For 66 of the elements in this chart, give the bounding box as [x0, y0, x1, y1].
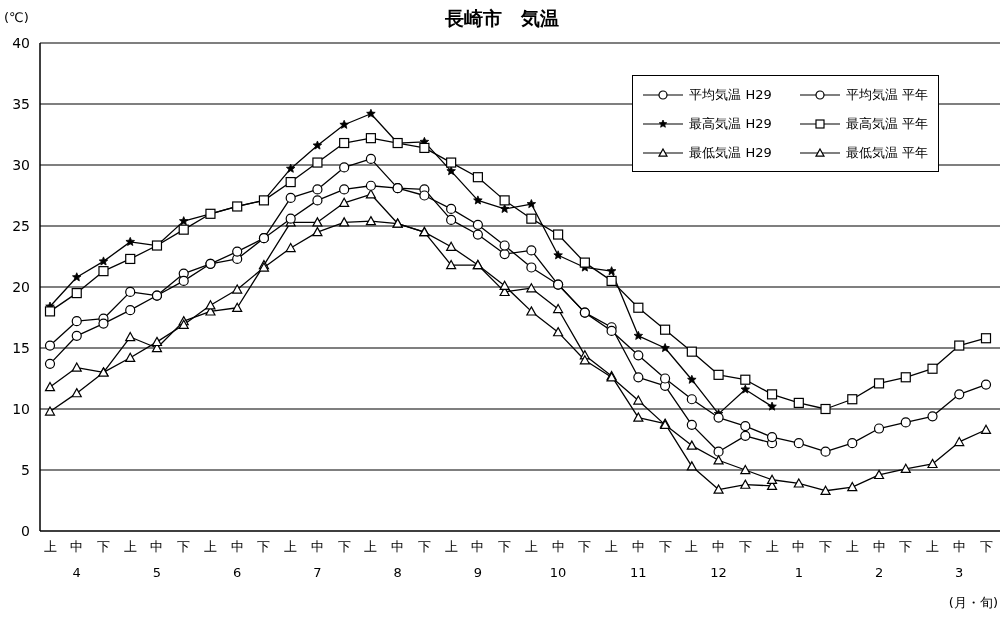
legend-label: 最低気温 H29: [689, 143, 772, 162]
x-tick-label: 中: [792, 539, 806, 554]
x-tick-label: 上: [43, 539, 57, 554]
x-tick-label: 下: [337, 539, 351, 554]
x-tick-label: 下: [738, 539, 752, 554]
x-tick-label: 下: [257, 539, 271, 554]
x-tick-label: 中: [391, 539, 405, 554]
text: 3: [955, 565, 964, 580]
text: 2: [874, 565, 884, 580]
legend-label: 平均気温 平年: [845, 85, 928, 104]
text: 9: [473, 565, 483, 580]
text: 4: [72, 565, 81, 580]
legend-label: 最高気温 H29: [689, 114, 772, 133]
x-tick-label: 中: [310, 539, 324, 554]
x-tick-label: 中: [952, 539, 966, 554]
text: 11: [630, 565, 647, 580]
x-tick-label: 上: [364, 539, 378, 554]
chart-title: 長崎市 気温: [445, 7, 559, 29]
text: 7: [313, 565, 322, 580]
text: 10: [549, 565, 567, 580]
y-tick-label: 40: [12, 34, 30, 51]
x-tick-label: 上: [203, 539, 217, 554]
x-tick-label: 中: [872, 539, 886, 554]
x-axis-title: (月・旬): [948, 594, 998, 612]
text: 6: [233, 565, 242, 580]
text: 12: [710, 565, 727, 580]
y-tick-label: 15: [12, 339, 30, 356]
x-tick-label: 中: [230, 539, 244, 554]
x-tick-label: 中: [712, 539, 726, 554]
x-tick-label: 上: [284, 539, 298, 554]
x-tick-label: 上: [845, 539, 859, 554]
legend-label: 最高気温 平年: [845, 114, 928, 133]
x-tick-label: 下: [498, 539, 512, 554]
y-tick-label: 35: [12, 95, 30, 112]
y-tick-label: 30: [12, 156, 30, 173]
x-tick-label: 中: [70, 539, 84, 554]
x-tick-label: 上: [926, 539, 940, 554]
x-tick-label: 上: [444, 539, 458, 554]
legend-label: 平均気温 H29: [689, 85, 772, 104]
y-tick-label: 25: [12, 217, 30, 234]
x-tick-label: 下: [819, 539, 833, 554]
y-tick-label: 5: [21, 461, 30, 478]
y-tick-label: 10: [12, 400, 30, 417]
text: 5: [152, 565, 162, 580]
x-tick-label: 下: [658, 539, 672, 554]
x-tick-label: 上: [605, 539, 619, 554]
x-tick-label: 中: [150, 539, 164, 554]
x-tick-label: 下: [177, 539, 191, 554]
x-tick-label: 中: [631, 539, 645, 554]
text: 1: [794, 565, 803, 580]
text: 8: [393, 565, 402, 580]
x-tick-label: 中: [551, 539, 565, 554]
legend-label: 最低気温 平年: [845, 143, 928, 162]
y-tick-label: 0: [21, 522, 30, 539]
x-tick-label: 下: [979, 539, 993, 554]
x-tick-label: 下: [578, 539, 592, 554]
x-tick-label: 下: [417, 539, 431, 554]
y-axis-title: (℃): [4, 10, 29, 25]
x-tick-label: 下: [899, 539, 913, 554]
x-tick-label: 上: [123, 539, 137, 554]
x-tick-label: 下: [96, 539, 110, 554]
x-tick-label: 上: [524, 539, 538, 554]
y-tick-label: 20: [12, 278, 30, 295]
x-tick-label: 上: [765, 539, 779, 554]
x-tick-label: 上: [685, 539, 699, 554]
x-tick-label: 中: [471, 539, 485, 554]
